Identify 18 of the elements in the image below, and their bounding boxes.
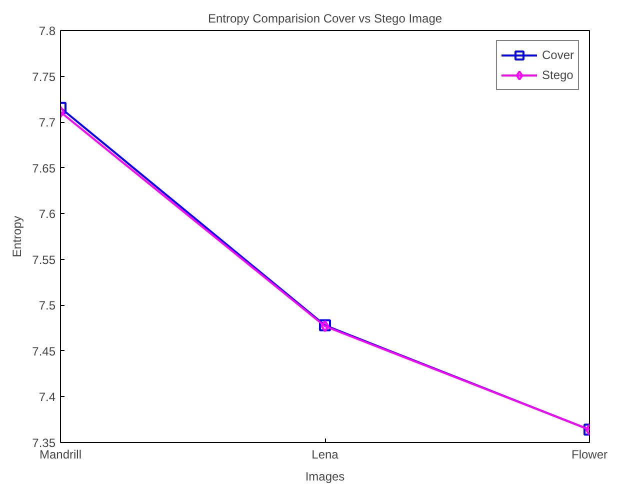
y-tick-label: 7.4: [38, 390, 56, 404]
y-tick-label: 7.65: [32, 161, 56, 176]
legend-label: Stego: [542, 68, 574, 82]
y-tick-label: 7.45: [32, 344, 56, 358]
y-tick-label: 7.7: [38, 116, 56, 130]
x-axis-title: Images: [305, 470, 345, 484]
y-tick-label: 7.6: [38, 207, 56, 222]
y-tick-label: 7.75: [32, 70, 56, 84]
chart-title: Entropy Comparision Cover vs Stego Image: [208, 12, 442, 26]
y-axis-title: Entropy: [10, 216, 24, 258]
legend-label: Cover: [542, 48, 574, 62]
y-tick-label: 7.5: [38, 298, 56, 313]
x-tick-label: Mandrill: [39, 448, 82, 462]
y-tick-label: 7.8: [38, 24, 56, 38]
x-tick-label: Flower: [571, 448, 608, 462]
y-tick-label: 7.55: [32, 252, 56, 267]
y-tick-label: 7.35: [32, 436, 56, 450]
x-tick-label: Lena: [312, 448, 339, 462]
